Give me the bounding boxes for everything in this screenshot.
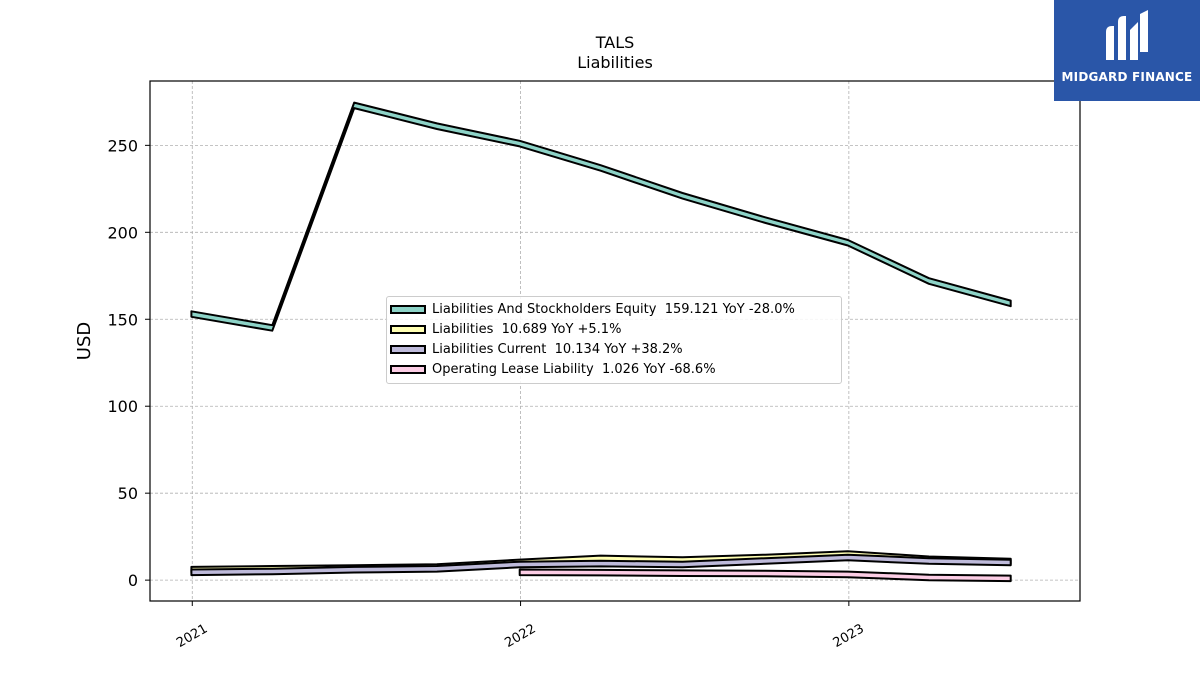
series-area-0	[190, 101, 1012, 332]
legend-label: Liabilities And Stockholders Equity 159.…	[432, 301, 795, 317]
brand-logo: MIDGARD FINANCE	[1054, 0, 1200, 101]
legend-label: Liabilities Current 10.134 YoY +38.2%	[432, 341, 683, 357]
series-area-3	[518, 568, 1012, 583]
legend-item-liabilities-current: Liabilities Current 10.134 YoY +38.2%	[387, 341, 683, 357]
y-tick-label: 100	[107, 397, 138, 416]
axes-frame	[149, 80, 1081, 602]
y-tick-label: 0	[128, 571, 138, 590]
chart-title: TALS	[595, 33, 635, 52]
legend-swatch	[390, 364, 426, 374]
grid-lines	[150, 81, 1080, 601]
chart-subtitle: Liabilities	[577, 53, 653, 72]
legend-swatch	[390, 344, 426, 354]
x-tick-label: 2021	[174, 621, 210, 651]
legend-item-liabilities: Liabilities 10.689 YoY +5.1%	[387, 321, 621, 337]
legend-label: Liabilities 10.689 YoY +5.1%	[432, 321, 622, 337]
legend-swatch	[390, 324, 426, 334]
x-tick-label: 2023	[831, 621, 867, 651]
y-tick-label: 250	[107, 136, 138, 155]
y-tick-label: 200	[107, 223, 138, 242]
legend-swatch	[390, 304, 426, 314]
series-areas	[190, 101, 1012, 583]
legend-item-equity: Liabilities And Stockholders Equity 159.…	[387, 301, 795, 317]
brand-name: MIDGARD FINANCE	[1061, 70, 1193, 84]
y-axis-label: USD	[74, 322, 95, 360]
legend-item-operating-lease: Operating Lease Liability 1.026 YoY -68.…	[387, 361, 716, 377]
midgard-logo-icon	[1106, 10, 1148, 60]
legend-label: Operating Lease Liability 1.026 YoY -68.…	[432, 361, 716, 377]
y-tick-label: 150	[107, 310, 138, 329]
chart-legend: Liabilities And Stockholders Equity 159.…	[386, 296, 842, 384]
series-area-2	[190, 553, 1012, 577]
x-tick-label: 2022	[502, 621, 538, 651]
y-tick-label: 50	[118, 484, 138, 503]
